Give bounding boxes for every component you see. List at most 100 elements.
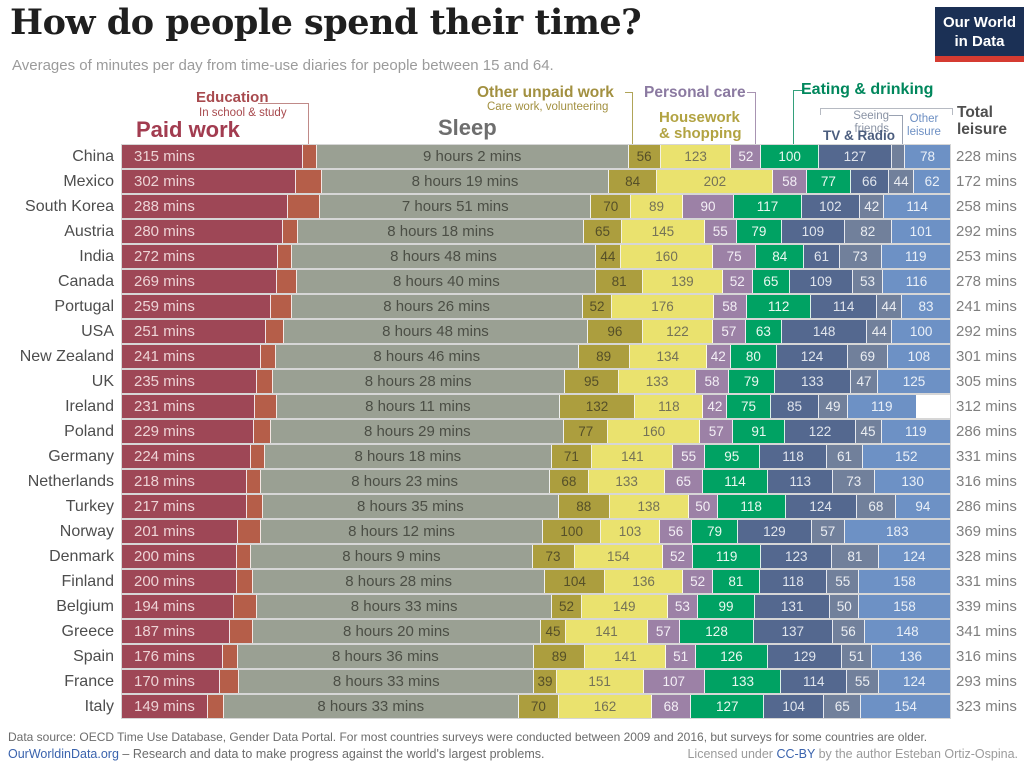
chart-row: USA 251 mins 8 hours 48 mins 96 122 57 63 148 44… [0,320,1024,343]
y-axis-label: UK [91,373,114,390]
segment-paid_work: 315 mins [122,145,304,168]
segment-other_unpaid: 88 [558,495,610,518]
segment-housework: 133 [619,370,696,393]
stacked-bar: 224 mins 8 hours 18 mins 71 141 55 95 118 61 152 [122,445,950,468]
segment-paid_work: 280 mins [122,220,283,243]
segment-housework: 151 [556,670,644,693]
segment-other_leisure: 119 [847,395,916,418]
y-axis-label: Poland [64,423,114,440]
total-leisure-value: 258 mins [956,198,1017,215]
segment-sleep: 9 hours 2 mins [316,145,629,168]
segment-other_unpaid: 70 [591,195,632,218]
y-axis-label: Turkey [65,498,114,515]
segment-education [260,345,277,368]
segment-tv_radio: 118 [759,445,828,468]
segment-other_leisure: 100 [892,320,950,343]
segment-other_leisure: 183 [844,520,950,543]
segment-seeing_friends [891,145,906,168]
segment-paid_work: 272 mins [122,245,279,268]
segment-personal_care: 42 [706,345,731,368]
stacked-bar: 272 mins 8 hours 48 mins 44 160 75 84 61 73 119 [122,245,950,268]
total-leisure-value: 286 mins [956,498,1017,515]
segment-paid_work: 259 mins [122,295,271,318]
segment-sleep: 8 hours 18 mins [297,220,585,243]
stacked-bar: 194 mins 8 hours 33 mins 52 149 53 99 131 50 158 [122,595,950,618]
segment-education [253,420,272,443]
segment-housework: 141 [585,645,667,668]
segment-housework: 136 [604,570,684,593]
y-axis-label: Austria [64,223,114,240]
segment-sleep: 8 hours 40 mins [297,270,597,293]
segment-sleep: 8 hours 28 mins [253,570,546,593]
stacked-bar: 201 mins 8 hours 12 mins 100 103 56 79 129 57 18… [122,520,950,543]
segment-seeing_friends: 50 [830,595,860,618]
segment-other_unpaid: 44 [595,245,622,268]
legend-education: Education [196,89,269,106]
chart-row: New Zealand 241 mins 8 hours 46 mins 89 134 4… [0,345,1024,368]
cc-by-link[interactable]: CC-BY [776,747,816,761]
segment-eating: 127 [691,695,765,718]
chart-row: Spain 176 mins 8 hours 36 mins 89 141 51 126 12… [0,645,1024,668]
legend-housework: Housework & shopping [659,109,742,142]
segment-education [250,445,266,468]
segment-housework: 149 [581,595,668,618]
segment-other_unpaid: 132 [559,395,636,418]
segment-personal_care: 90 [682,195,735,218]
stacked-bar: 200 mins 8 hours 28 mins 104 136 52 81 118 55 15… [122,570,950,593]
chart-row: Ireland 231 mins 8 hours 11 mins 132 118 42 75… [0,395,1024,418]
segment-personal_care: 58 [773,170,807,193]
segment-personal_care: 51 [666,645,696,668]
segment-other_unpaid: 39 [534,670,557,693]
y-axis-label: Canada [57,273,114,290]
segment-other_leisure: 94 [895,495,950,518]
segment-personal_care: 107 [643,670,706,693]
y-axis-label: USA [81,323,114,340]
total-leisure-value: 241 mins [956,298,1017,315]
segment-paid_work: 187 mins [122,620,230,643]
chart-row: Italy 149 mins 8 hours 33 mins 70 162 68 127 10… [0,695,1024,718]
segment-other_unpaid: 95 [564,370,620,393]
chart-row: Canada 269 mins 8 hours 40 mins 81 139 52 65 10… [0,270,1024,293]
chart-row: Mexico 302 mins 8 hours 19 mins 84 202 58 77 66… [0,170,1024,193]
total-leisure-value: 292 mins [956,223,1017,240]
chart-row: UK 235 mins 8 hours 28 mins 95 133 58 79 133 47 1… [0,370,1024,393]
segment-eating: 118 [717,495,786,518]
total-leisure-value: 312 mins [956,398,1017,415]
segment-housework: 118 [635,395,704,418]
segment-seeing_friends: 55 [847,670,879,693]
segment-tv_radio: 122 [785,420,856,443]
eating-drinking-leader-line [793,90,802,146]
segment-other_leisure: 124 [878,670,950,693]
chart-row: Finland 200 mins 8 hours 28 mins 104 136 52 81… [0,570,1024,593]
segment-other_leisure: 125 [878,370,950,393]
segment-tv_radio: 109 [790,270,853,293]
segment-tv_radio: 129 [768,645,843,668]
segment-paid_work: 251 mins [122,320,267,343]
segment-housework: 154 [574,545,664,568]
segment-paid_work: 231 mins [122,395,255,418]
segment-housework: 133 [588,470,666,493]
segment-tv_radio: 104 [764,695,825,718]
total-leisure-value: 331 mins [956,448,1017,465]
y-axis-label: Italy [84,698,114,715]
segment-other_unpaid: 84 [609,170,658,193]
stacked-bar: 217 mins 8 hours 35 mins 88 138 50 118 124 68 94 [122,495,950,518]
footer-license: Licensed under CC-BY by the author Esteb… [687,747,1018,761]
segment-eating: 126 [695,645,769,668]
total-leisure-value: 316 mins [956,648,1017,665]
total-leisure-value: 292 mins [956,323,1017,340]
segment-other_leisure: 152 [862,445,950,468]
legend-seeing-friends: Seeing friends [853,110,889,135]
segment-other_leisure: 62 [914,170,950,193]
segment-tv_radio: 127 [818,145,892,168]
segment-sleep: 8 hours 33 mins [239,670,535,693]
stacked-bar: 200 mins 8 hours 9 mins 73 154 52 119 123 81 124 [122,545,950,568]
total-leisure-value: 331 mins [956,573,1017,590]
segment-seeing_friends: 53 [852,270,884,293]
segment-paid_work: 229 mins [122,420,254,443]
chart-row: Belgium 194 mins 8 hours 33 mins 52 149 53 99 1… [0,595,1024,618]
segment-sleep: 8 hours 12 mins [260,520,544,543]
segment-other_leisure: 83 [902,295,950,318]
segment-eating: 114 [702,470,769,493]
owid-link[interactable]: OurWorldinData.org [8,747,119,761]
